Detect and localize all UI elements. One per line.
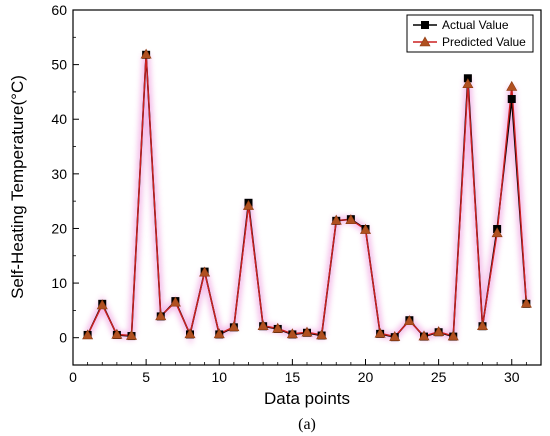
point-actual <box>507 95 516 104</box>
series-layer <box>82 48 532 342</box>
y-tick-label: 60 <box>51 2 67 18</box>
x-tick-label: 25 <box>431 369 447 385</box>
point-predicted <box>155 310 167 321</box>
point-predicted <box>520 297 532 308</box>
y-axis-label: Self-Heating Temperature(°C) <box>8 75 27 299</box>
point-predicted <box>199 266 211 277</box>
y-tick-label: 30 <box>51 166 67 182</box>
y-tick-label: 0 <box>59 330 67 346</box>
legend-marker-predicted <box>419 36 431 47</box>
legend-label-predicted: Predicted Value <box>442 35 526 49</box>
x-axis: 0 5 10 15 20 25 30 <box>69 359 542 385</box>
point-predicted <box>506 80 518 91</box>
point-predicted <box>111 328 123 339</box>
point-predicted <box>418 330 430 341</box>
y-tick-label: 10 <box>51 275 67 291</box>
point-predicted <box>125 329 138 340</box>
point-predicted <box>491 227 503 238</box>
point-predicted <box>257 320 269 330</box>
point-predicted <box>169 296 181 307</box>
point-predicted <box>462 78 474 89</box>
point-predicted <box>272 322 284 333</box>
y-axis: 0 10 20 30 40 50 60 <box>51 2 79 346</box>
point-predicted <box>301 326 313 337</box>
figure-caption: (a) <box>298 416 316 433</box>
x-tick-label: 10 <box>211 369 227 385</box>
point-predicted <box>433 326 445 336</box>
y-tick-label: 20 <box>51 220 67 236</box>
point-predicted <box>316 329 328 340</box>
legend-marker-actual <box>421 21 429 29</box>
x-tick-label: 15 <box>285 369 301 385</box>
legend: Actual Value Predicted Value <box>406 14 534 53</box>
point-predicted <box>374 327 386 338</box>
point-predicted <box>213 328 225 339</box>
x-tick-label: 30 <box>504 369 520 385</box>
point-predicted <box>403 315 415 326</box>
legend-label-actual: Actual Value <box>442 18 509 32</box>
point-predicted <box>389 330 401 341</box>
y-tick-label: 40 <box>51 111 67 127</box>
point-predicted <box>140 48 152 59</box>
point-predicted <box>359 223 372 234</box>
point-predicted <box>286 328 298 339</box>
point-predicted <box>242 199 255 210</box>
x-tick-label: 5 <box>142 369 150 385</box>
point-predicted <box>345 214 357 225</box>
point-predicted <box>96 299 108 310</box>
point-predicted <box>184 328 196 339</box>
point-predicted <box>476 320 489 330</box>
point-predicted <box>82 329 94 340</box>
x-tick-label: 20 <box>358 369 374 385</box>
point-predicted <box>228 321 240 332</box>
x-axis-label: Data points <box>264 389 350 408</box>
y-tick-label: 50 <box>51 57 67 73</box>
point-predicted <box>447 330 459 341</box>
x-tick-label: 0 <box>69 369 77 385</box>
point-predicted <box>330 214 342 225</box>
